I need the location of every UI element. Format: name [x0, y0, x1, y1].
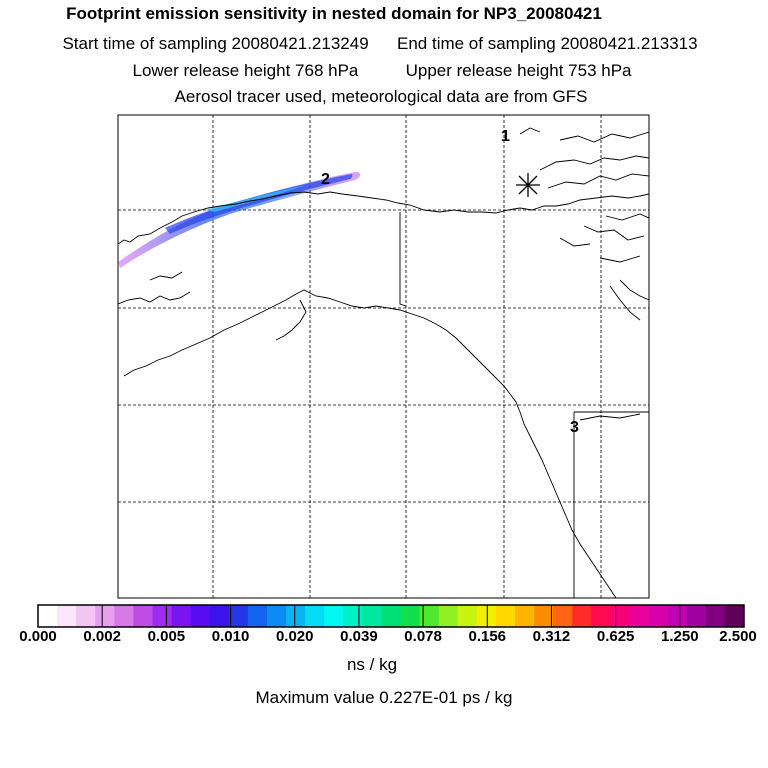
plot-title: Footprint emission sensitivity in nested… — [66, 4, 602, 23]
colorbar-swatch — [38, 605, 58, 627]
colorbar-swatch — [305, 605, 325, 627]
colorbar-swatch — [152, 605, 172, 627]
coastlines — [118, 127, 649, 598]
colorbar-swatch — [95, 605, 115, 627]
colorbar-swatch — [572, 605, 592, 627]
colorbar-tick-label: 0.002 — [83, 628, 121, 645]
political-borders — [399, 212, 649, 598]
colorbar-tick-label: 0.010 — [211, 628, 250, 645]
colorbar-swatch — [114, 605, 134, 627]
colorbar-tick-label: 0.020 — [275, 628, 314, 645]
map-frame — [117, 114, 650, 599]
colorbar — [37, 604, 745, 628]
colorbar-swatch — [171, 605, 191, 627]
colorbar-tick-label: 2.500 — [719, 628, 757, 645]
colorbar-swatch — [667, 605, 688, 627]
colorbar-tick-label: 0.000 — [19, 628, 57, 645]
colorbar-tick-label: 0.078 — [404, 628, 442, 645]
colorbar-swatch — [400, 605, 420, 627]
marker-label-2: 2 — [321, 171, 330, 188]
graticule — [118, 115, 649, 598]
colorbar-frame — [37, 604, 745, 628]
maximum-value-label: Maximum value 0.227E-01 ps / kg — [255, 688, 513, 707]
colorbar-swatch — [133, 605, 153, 627]
colorbar-swatch — [629, 605, 649, 627]
colorbar-swatch — [57, 605, 77, 627]
colorbar-swatch — [705, 605, 726, 627]
colorbar-swatch — [190, 605, 211, 627]
upper-release-height-label: Upper release height 753 hPa — [405, 61, 632, 80]
colorbar-swatch — [343, 605, 363, 627]
colorbar-swatch — [362, 605, 382, 627]
end-time-label: End time of sampling 20080421.213313 — [397, 34, 698, 53]
colorbar-swatch — [228, 605, 249, 627]
colorbar-tick-label: 0.156 — [468, 628, 507, 645]
marker-label-3: 3 — [570, 419, 579, 436]
marker-label-1: 1 — [501, 128, 510, 145]
colorbar-swatch — [724, 605, 745, 627]
colorbar-tick-label: 0.005 — [147, 628, 186, 645]
start-time-label: Start time of sampling 20080421.213249 — [62, 34, 369, 53]
colorbar-swatch — [686, 605, 707, 627]
colorbar-swatch — [476, 605, 497, 627]
colorbar-swatch — [76, 605, 96, 627]
colorbar-swatch — [209, 605, 230, 627]
colorbar-tick-label: 0.312 — [532, 628, 571, 645]
colorbar-swatch — [266, 605, 287, 627]
colorbar-tick-label: 0.039 — [340, 628, 378, 645]
colorbar-swatch — [648, 605, 668, 627]
colorbar-tick-label: 1.250 — [661, 628, 699, 645]
release-height-line: Lower release height 768 hPa Upper relea… — [0, 61, 766, 81]
colorbar-swatch — [515, 605, 535, 627]
footprint-plume — [118, 171, 361, 268]
colorbar-swatch — [286, 605, 306, 627]
colorbar-swatch — [419, 605, 439, 627]
colorbar-swatch — [591, 605, 611, 627]
colorbar-swatch — [610, 605, 630, 627]
colorbar-units-label: ns / kg — [346, 655, 398, 674]
lower-release-height-label: Lower release height 768 hPa — [132, 61, 359, 80]
asterisk-icon — [516, 173, 540, 197]
tracer-info-line: Aerosol tracer used, meteorological data… — [174, 87, 588, 106]
sampling-time-line: Start time of sampling 20080421.213249 E… — [0, 34, 764, 54]
colorbar-tick-label: 0.625 — [596, 628, 635, 645]
colorbar-swatch — [381, 605, 401, 627]
colorbar-swatch — [553, 605, 573, 627]
colorbar-swatch — [495, 605, 516, 627]
colorbar-swatch — [534, 605, 554, 627]
colorbar-swatch — [324, 605, 344, 627]
colorbar-swatch — [247, 605, 268, 627]
colorbar-swatch — [457, 605, 478, 627]
colorbar-swatch — [438, 605, 459, 627]
